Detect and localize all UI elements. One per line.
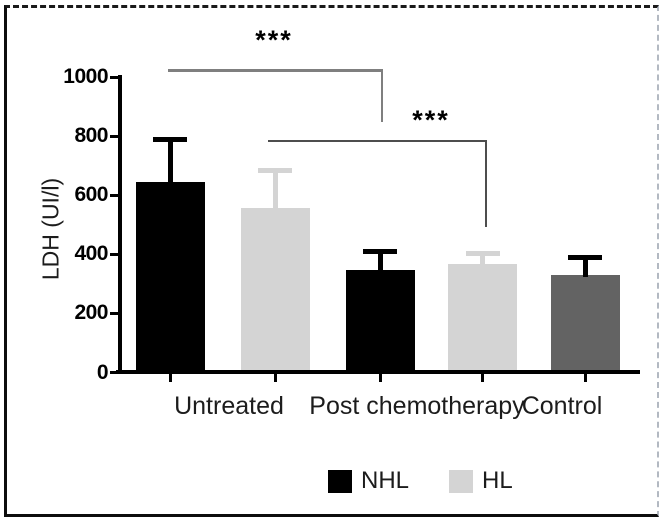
x-category-label-control: Control bbox=[521, 392, 603, 420]
y-axis-tick-label: 600 bbox=[74, 183, 108, 207]
legend-swatch-hl bbox=[449, 469, 474, 493]
y-axis-tick bbox=[110, 371, 121, 374]
bar bbox=[345, 269, 415, 374]
bar bbox=[135, 181, 205, 374]
legend-swatch-nhl bbox=[328, 469, 352, 493]
error-bar-stem bbox=[272, 170, 278, 210]
y-axis-tick-label: 800 bbox=[74, 124, 108, 148]
error-bar-cap bbox=[465, 250, 500, 256]
significance-bracket-line bbox=[268, 140, 487, 142]
error-bar-stem bbox=[377, 251, 383, 272]
y-axis-tick bbox=[110, 134, 121, 138]
significance-bracket-drop bbox=[485, 140, 487, 227]
legend-label-nhl: NHL bbox=[361, 467, 410, 494]
x-axis-tick bbox=[378, 374, 382, 382]
error-bar-stem bbox=[167, 139, 173, 184]
significance-label: *** bbox=[412, 105, 450, 135]
y-axis-tick bbox=[110, 311, 121, 315]
error-bar-cap bbox=[258, 168, 292, 174]
x-axis-tick bbox=[273, 374, 277, 382]
bar bbox=[240, 207, 310, 374]
y-axis bbox=[118, 75, 122, 374]
y-axis-tick-label: 200 bbox=[74, 301, 108, 325]
x-axis-tick bbox=[168, 374, 172, 382]
error-bar-stem bbox=[480, 253, 485, 266]
x-axis bbox=[116, 370, 640, 374]
significance-bracket-drop bbox=[380, 69, 383, 122]
error-bar-cap bbox=[363, 249, 397, 255]
legend-label-hl: HL bbox=[482, 467, 513, 494]
y-axis-tick bbox=[110, 252, 121, 256]
legend: NHL HL bbox=[328, 467, 513, 495]
error-bar-cap bbox=[153, 136, 187, 142]
x-category-label-post-chemotherapy: Post chemotherapy bbox=[309, 392, 525, 420]
error-bar-stem bbox=[582, 257, 588, 277]
y-axis-tick-label: 0 bbox=[96, 360, 109, 384]
error-bar-cap bbox=[568, 255, 602, 261]
bar bbox=[550, 274, 620, 374]
bar bbox=[448, 263, 517, 374]
x-axis-tick bbox=[481, 374, 484, 382]
figure-border bbox=[4, 5, 659, 517]
y-axis-tick-label: 1000 bbox=[63, 65, 108, 88]
significance-label: *** bbox=[255, 25, 293, 55]
significance-bracket-line bbox=[168, 69, 383, 72]
y-axis-tick bbox=[110, 193, 121, 197]
x-category-label-untreated: Untreated bbox=[174, 392, 284, 420]
x-axis-tick bbox=[583, 374, 587, 382]
y-axis-tick bbox=[110, 75, 121, 79]
y-axis-tick-label: 400 bbox=[74, 242, 108, 266]
